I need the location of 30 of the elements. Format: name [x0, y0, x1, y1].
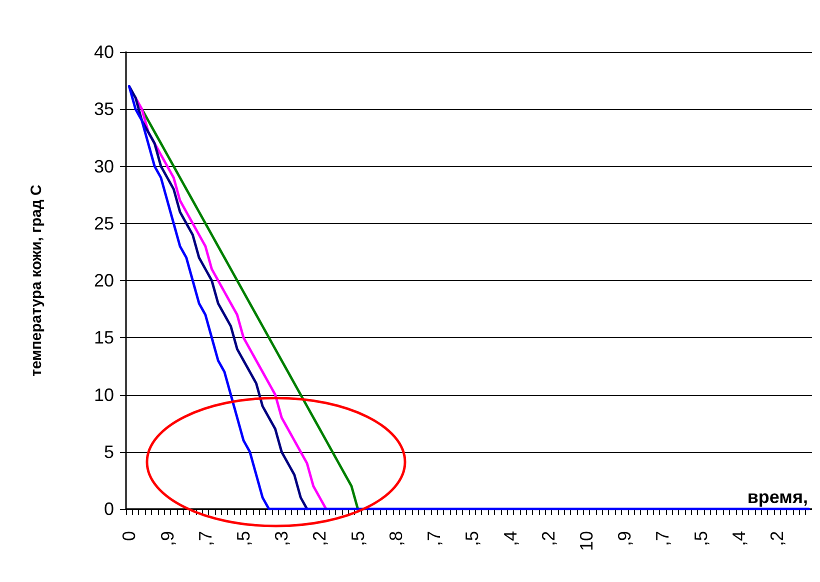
y-tick-label: 10 [94, 384, 114, 405]
x-tick-label: ,5 [462, 531, 482, 546]
x-tick-label: ,9 [614, 531, 635, 546]
y-tick-label: 0 [104, 499, 114, 519]
y-tick-label: 30 [94, 156, 114, 176]
x-tick-label: ,7 [652, 531, 673, 546]
y-tick-label: 5 [104, 442, 114, 462]
x-tick-label: ,7 [424, 531, 444, 546]
x-tick-label: ,7 [195, 531, 216, 546]
x-tick-label: ,5 [690, 531, 711, 546]
x-tick-label: ,2 [767, 531, 788, 546]
y-tick-label: 15 [94, 328, 114, 348]
x-tick-label: ,3 [272, 531, 292, 546]
x-tick-label: ,2 [310, 531, 330, 546]
x-tick-label: ,8 [386, 531, 406, 546]
line-series [140, 108, 360, 510]
y-tick-label: 20 [94, 270, 114, 290]
y-tick-label: 40 [94, 42, 114, 62]
x-tick-label: ,4 [500, 531, 520, 546]
x-tick-label: 10 [576, 531, 597, 552]
x-tick-label: ,2 [538, 531, 558, 546]
x-tick-label: 0 [119, 531, 140, 542]
x-tick-label: ,4 [728, 531, 749, 546]
y-axis-title: температура кожи, град С [28, 184, 45, 376]
y-tick-label: 35 [94, 99, 114, 120]
y-tick-label: 25 [94, 213, 114, 234]
x-axis-title: время, [747, 487, 808, 507]
x-tick-label: ,9 [157, 531, 178, 546]
x-tick-label: ,5 [348, 531, 368, 546]
x-tick-label: ,5 [234, 531, 254, 546]
